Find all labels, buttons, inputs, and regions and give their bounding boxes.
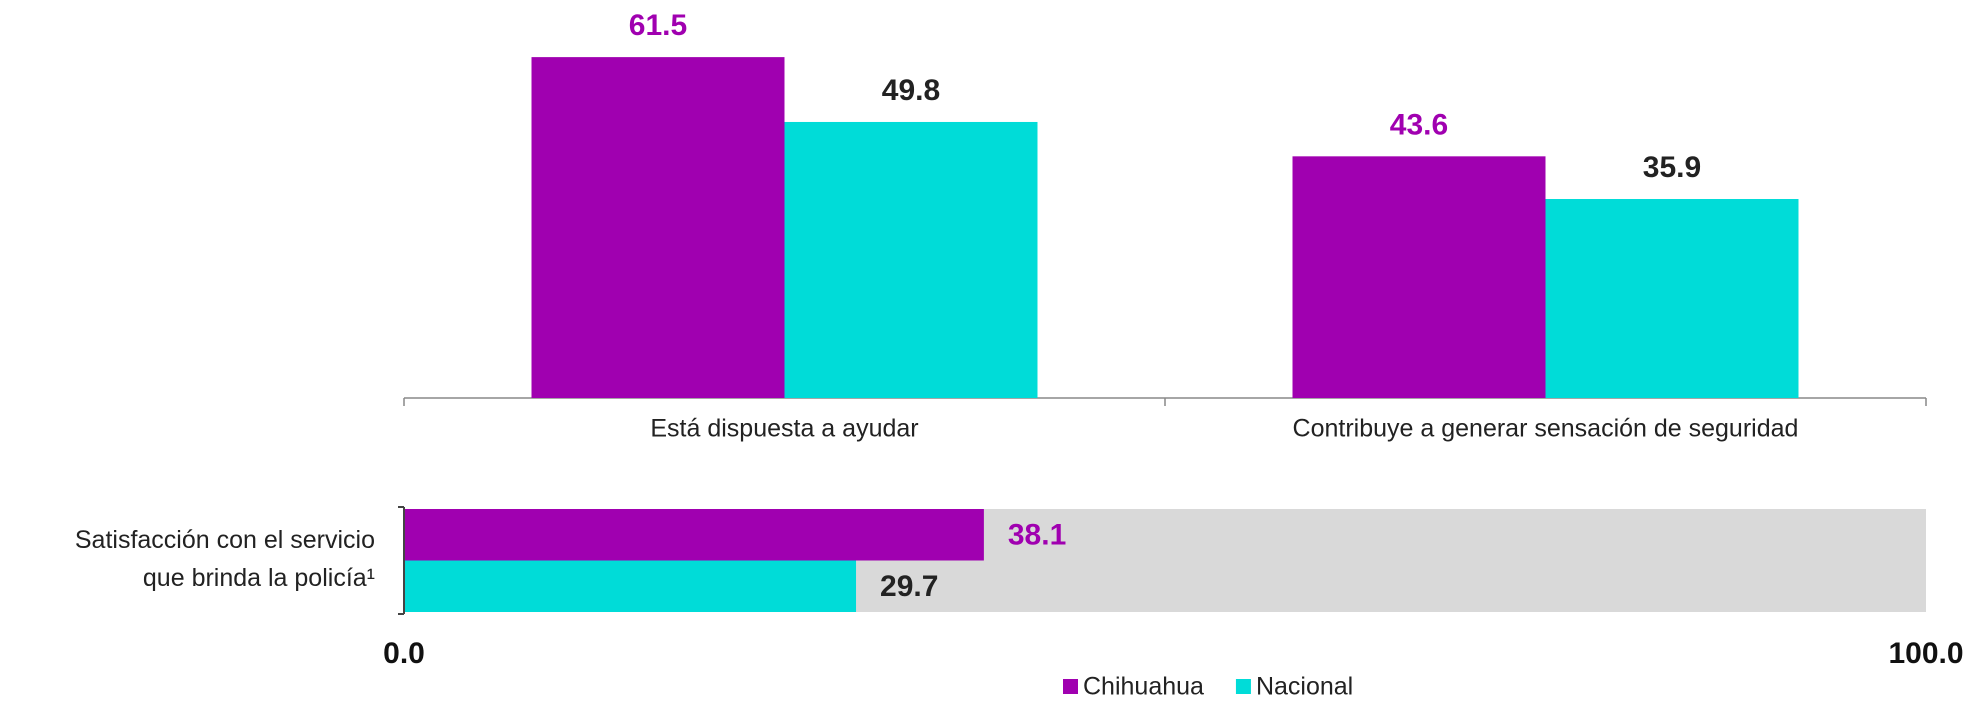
legend-label: Nacional	[1256, 673, 1353, 701]
x-tick-label: Contribuye a generar sensación de seguri…	[1293, 415, 1799, 443]
data-label: 35.9	[1643, 151, 1701, 184]
bar	[784, 121, 1038, 399]
x-tick-label: Está dispuesta a ayudar	[650, 415, 918, 443]
data-label: 43.6	[1390, 108, 1448, 141]
y-tick-label: Satisfacción con el servicio	[75, 526, 375, 554]
legend-label: Chihuahua	[1083, 673, 1204, 701]
legend-swatch	[1063, 679, 1078, 694]
data-label: 38.1	[1008, 519, 1066, 552]
legend-swatch	[1235, 679, 1251, 694]
y-tick-label: que brinda la policía¹	[143, 564, 375, 592]
data-label: 61.5	[629, 9, 687, 42]
x-tick-label: 0.0	[383, 637, 425, 670]
bar	[404, 509, 984, 561]
data-label: 49.8	[882, 74, 940, 107]
bar	[404, 560, 857, 612]
bar	[1545, 199, 1799, 398]
bar	[531, 57, 785, 398]
x-tick-label: 100.0	[1888, 637, 1963, 670]
bar	[1292, 156, 1546, 398]
data-label: 29.7	[880, 570, 938, 603]
